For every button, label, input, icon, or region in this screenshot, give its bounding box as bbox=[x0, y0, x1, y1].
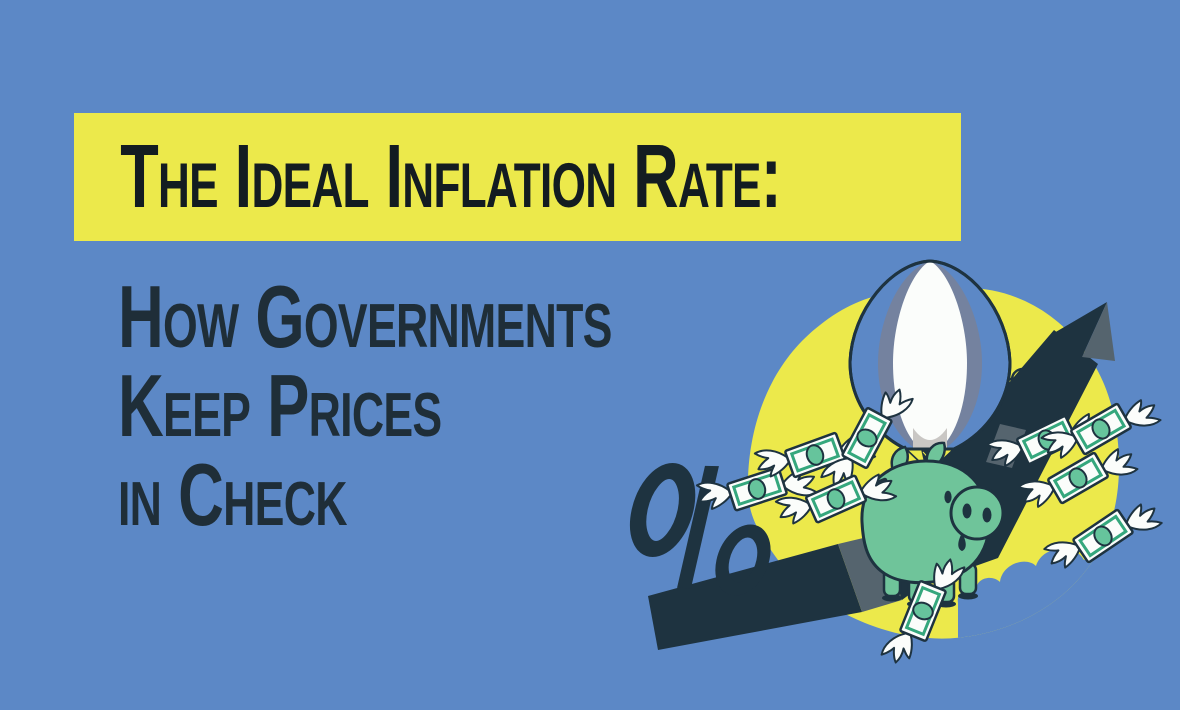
page-title: The Ideal Inflation Rate: bbox=[120, 127, 782, 227]
piggy-eye bbox=[944, 490, 952, 504]
subtitle-line-3: in Check bbox=[118, 445, 347, 544]
page-subtitle: How Governments Keep Prices in Check bbox=[118, 272, 804, 539]
title-banner: The Ideal Inflation Rate: bbox=[74, 113, 961, 241]
piggy-body bbox=[860, 459, 991, 585]
inflation-illustration bbox=[629, 259, 1166, 675]
piggy-nostril-right bbox=[982, 507, 992, 523]
piggy-teardrop bbox=[958, 533, 966, 551]
subtitle-line-2: Keep Prices bbox=[118, 356, 442, 455]
piggy-nostril-left bbox=[962, 503, 972, 519]
piggy-snout bbox=[949, 485, 1005, 541]
subtitle-line-1: How Governments bbox=[118, 267, 612, 366]
piggy-bank bbox=[860, 441, 1005, 608]
